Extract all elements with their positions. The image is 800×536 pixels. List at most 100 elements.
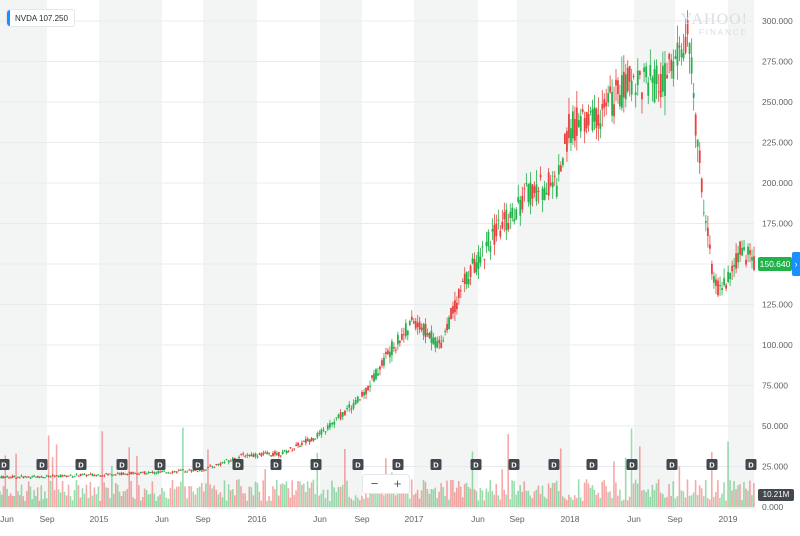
volume-bar <box>485 488 488 507</box>
dividend-marker[interactable]: D <box>0 459 10 470</box>
volume-bar <box>89 481 92 507</box>
dividend-marker[interactable]: D <box>470 459 482 470</box>
volume-bar <box>324 498 327 507</box>
candle-body <box>525 183 528 185</box>
candle-body <box>213 466 216 468</box>
candle-body <box>543 187 546 201</box>
dividend-marker[interactable]: D <box>154 459 166 470</box>
candle-body <box>196 471 199 473</box>
volume-bar <box>161 487 163 507</box>
dividend-marker[interactable]: D <box>116 459 128 470</box>
candle-body <box>346 407 348 410</box>
dividend-marker[interactable]: D <box>310 459 322 470</box>
candle-body <box>537 191 540 193</box>
volume-bar <box>727 441 729 507</box>
candle-body <box>227 460 230 463</box>
volume-bar <box>657 479 660 507</box>
candle-body <box>634 92 637 96</box>
dividend-marker[interactable]: D <box>270 459 282 470</box>
volume-bar <box>205 483 207 507</box>
volume-bar <box>678 466 681 507</box>
candle-body <box>555 185 558 197</box>
volume-bar <box>283 484 286 507</box>
x-tick-label: Sep <box>509 514 524 524</box>
dividend-marker[interactable]: D <box>352 459 364 470</box>
dividend-marker[interactable]: D <box>508 459 520 470</box>
ticker-badge[interactable]: NVDA 107.250 <box>6 9 75 27</box>
dividend-marker-box <box>392 459 404 470</box>
candle-body <box>666 75 668 79</box>
dividend-marker[interactable]: D <box>706 459 718 470</box>
volume-bar <box>44 491 46 507</box>
candle-body <box>324 431 327 433</box>
candle-body <box>479 256 482 263</box>
volume-bar <box>636 483 639 507</box>
volume-bar <box>643 489 645 507</box>
zoom-in-button[interactable]: + <box>393 476 402 491</box>
volume-bar <box>418 498 421 507</box>
candle-body <box>175 471 178 473</box>
volume-bar <box>414 493 417 507</box>
dividend-marker[interactable]: D <box>548 459 560 470</box>
volume-bar <box>81 488 84 507</box>
volume-bar <box>236 479 238 507</box>
dividend-marker[interactable]: D <box>626 459 638 470</box>
volume-bar <box>38 500 41 507</box>
volume-bar <box>450 479 452 507</box>
candle-body <box>454 300 456 313</box>
candle-body <box>128 472 131 474</box>
zoom-out-button[interactable]: − <box>370 476 379 491</box>
candle-body <box>493 224 496 245</box>
watermark-line2: FINANCE <box>698 28 748 37</box>
dividend-marker[interactable]: D <box>430 459 442 470</box>
volume-bar <box>151 481 154 507</box>
dividend-marker[interactable]: D <box>586 459 598 470</box>
scroll-right-icon[interactable]: › <box>792 252 800 276</box>
volume-bar <box>735 489 737 507</box>
volume-bar <box>270 500 272 507</box>
volume-bar <box>227 484 230 507</box>
candle-body <box>93 475 96 477</box>
candle-body <box>20 475 23 477</box>
candle-body <box>285 450 288 454</box>
candle-body <box>242 453 245 455</box>
dividend-marker-label: D <box>709 461 715 470</box>
volume-bar <box>93 487 96 507</box>
candle-body <box>688 43 691 54</box>
volume-bar <box>561 496 564 507</box>
dividend-marker[interactable]: D <box>666 459 678 470</box>
volume-bar <box>440 483 442 507</box>
volume-bar <box>465 482 468 507</box>
candle-body <box>51 474 54 476</box>
volume-bar <box>95 494 98 507</box>
volume-bar <box>17 491 19 507</box>
candle-body <box>231 457 234 461</box>
dividend-marker[interactable]: D <box>36 459 48 470</box>
candle-body <box>428 333 431 338</box>
candle-body <box>628 66 631 82</box>
dividend-marker[interactable]: D <box>745 459 757 470</box>
dividend-marker[interactable]: D <box>75 459 87 470</box>
volume-bar <box>491 490 494 507</box>
dividend-marker[interactable]: D <box>392 459 404 470</box>
volume-bar <box>145 490 148 507</box>
candle-body <box>733 264 736 267</box>
volume-bar <box>177 486 180 507</box>
dividend-marker[interactable]: D <box>192 459 204 470</box>
dividend-marker-box <box>586 459 598 470</box>
candle-body <box>95 474 98 476</box>
volume-bar <box>753 483 755 507</box>
volume-bar <box>503 489 506 507</box>
candle-body <box>418 321 421 330</box>
volume-bar <box>184 486 186 507</box>
volume-bar <box>483 500 486 507</box>
volume-bar <box>515 494 517 507</box>
dividend-marker[interactable]: D <box>232 459 244 470</box>
candle-body <box>258 453 261 455</box>
volume-bar <box>116 484 119 507</box>
candle-body <box>310 437 313 442</box>
volume-bar <box>477 500 480 507</box>
candle-body <box>101 475 104 477</box>
